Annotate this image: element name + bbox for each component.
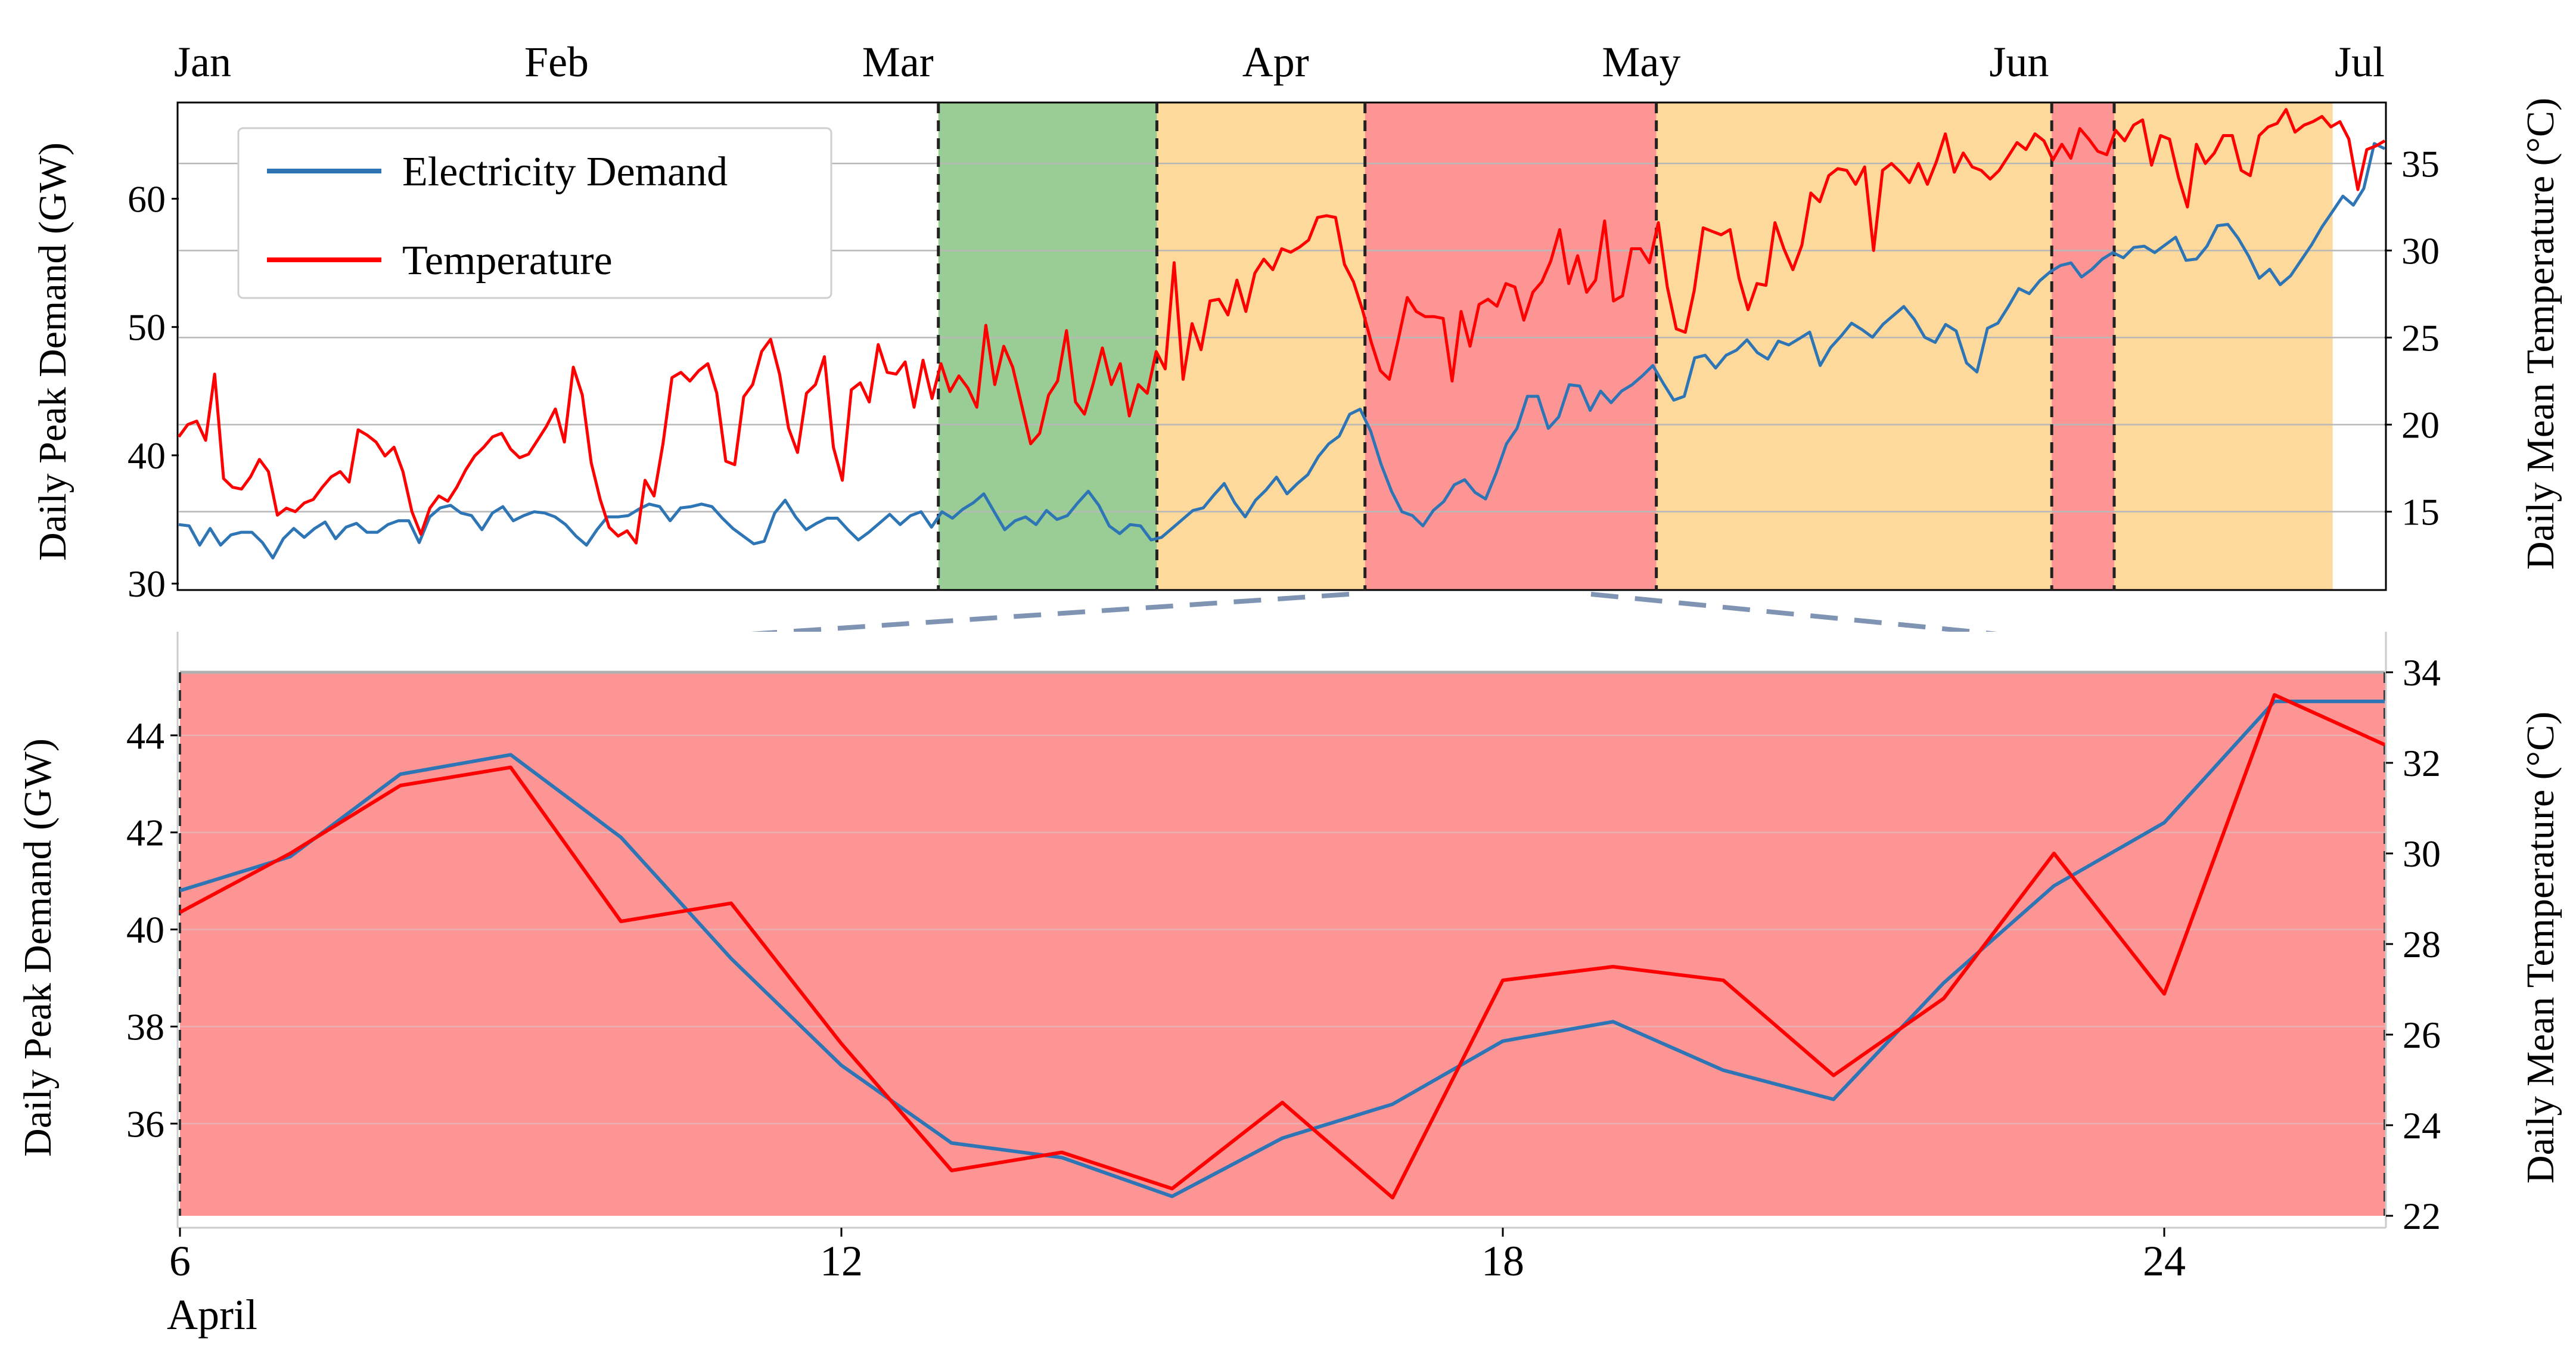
right-tick-label: 20 bbox=[2401, 403, 2440, 446]
legend-demand-label: Electricity Demand bbox=[402, 149, 728, 195]
bottom-left-ticks: 36 38 40 42 44 bbox=[126, 715, 178, 1145]
legend: Electricity Demand Temperature bbox=[237, 127, 832, 299]
left-tick-label: 40 bbox=[128, 434, 166, 477]
month-label: Jan bbox=[174, 38, 231, 86]
bottom-x-tick-label: 6 bbox=[169, 1237, 191, 1285]
top-line-demand bbox=[178, 142, 2386, 560]
top-right-axis-title: Daily Mean Temperature (°C) bbox=[2519, 98, 2562, 570]
bottom-x-ticks: 6 12 18 24 bbox=[169, 1228, 2186, 1285]
bottom-series bbox=[179, 693, 2386, 1200]
bottom-left-tick-label: 42 bbox=[126, 812, 164, 854]
bottom-right-tick-label: 32 bbox=[2403, 742, 2441, 784]
month-label: Feb bbox=[524, 38, 589, 86]
bottom-x-axis-title: April bbox=[167, 1291, 257, 1339]
top-region-2 bbox=[1365, 103, 1657, 590]
bottom-left-tick-label: 44 bbox=[126, 715, 164, 757]
month-label: Jun bbox=[1989, 38, 2049, 86]
bottom-right-tick-label: 34 bbox=[2403, 651, 2441, 694]
top-region-boundaries bbox=[937, 103, 2116, 590]
bottom-right-tick-label: 30 bbox=[2403, 833, 2441, 875]
bottom-left-tick-label: 40 bbox=[126, 909, 164, 951]
top-line-temperature bbox=[177, 108, 2386, 545]
bottom-right-tick-label: 24 bbox=[2403, 1104, 2441, 1147]
top-region-5 bbox=[2114, 103, 2333, 590]
month-label: Apr bbox=[1242, 38, 1309, 86]
month-label: Jul bbox=[2335, 38, 2385, 86]
top-region-1 bbox=[1157, 103, 1365, 590]
top-month-labels: Jan Feb Mar Apr May Jun Jul bbox=[174, 38, 2385, 86]
bottom-right-tick-label: 22 bbox=[2403, 1195, 2441, 1237]
top-left-ticks: 30 40 50 60 bbox=[128, 178, 179, 605]
bottom-right-axis-title: Daily Mean Temperature (°C) bbox=[2519, 712, 2562, 1184]
bottom-right-tick-label: 28 bbox=[2403, 923, 2441, 965]
top-region-0 bbox=[938, 103, 1157, 590]
legend-temperature-label: Temperature bbox=[402, 238, 613, 284]
right-tick-label: 15 bbox=[2401, 491, 2440, 533]
right-tick-label: 30 bbox=[2401, 229, 2440, 272]
bottom-gridlines bbox=[180, 670, 2385, 1125]
bottom-left-tick-label: 36 bbox=[126, 1103, 164, 1145]
left-tick-label: 30 bbox=[128, 563, 166, 605]
top-left-axis-title: Daily Peak Demand (GW) bbox=[31, 142, 74, 561]
bottom-x-tick-label: 12 bbox=[820, 1237, 863, 1285]
month-label: May bbox=[1602, 38, 1680, 86]
bottom-x-tick-label: 24 bbox=[2143, 1237, 2186, 1285]
left-tick-label: 60 bbox=[128, 178, 166, 220]
month-label: Mar bbox=[862, 38, 934, 86]
legend-box bbox=[237, 127, 832, 299]
bottom-line-demand bbox=[179, 699, 2385, 1199]
top-series bbox=[177, 108, 2386, 560]
right-tick-label: 25 bbox=[2401, 316, 2440, 359]
bottom-right-ticks: 22 24 26 28 30 32 34 bbox=[2386, 651, 2441, 1237]
bottom-left-tick-label: 38 bbox=[126, 1005, 164, 1048]
bottom-left-axis-title: Daily Peak Demand (GW) bbox=[16, 738, 60, 1157]
bottom-highlight-region bbox=[180, 672, 2386, 1216]
top-highlight-regions bbox=[938, 103, 2333, 590]
left-tick-label: 50 bbox=[128, 306, 166, 349]
top-axes-frame bbox=[176, 101, 2387, 591]
top-region-4 bbox=[2052, 103, 2114, 590]
bottom-right-tick-label: 26 bbox=[2403, 1014, 2441, 1056]
top-right-ticks: 15 20 25 30 35 bbox=[2385, 142, 2440, 533]
bottom-x-tick-label: 18 bbox=[1481, 1237, 1524, 1285]
right-tick-label: 35 bbox=[2401, 142, 2440, 185]
bottom-line-temperature bbox=[179, 693, 2386, 1200]
